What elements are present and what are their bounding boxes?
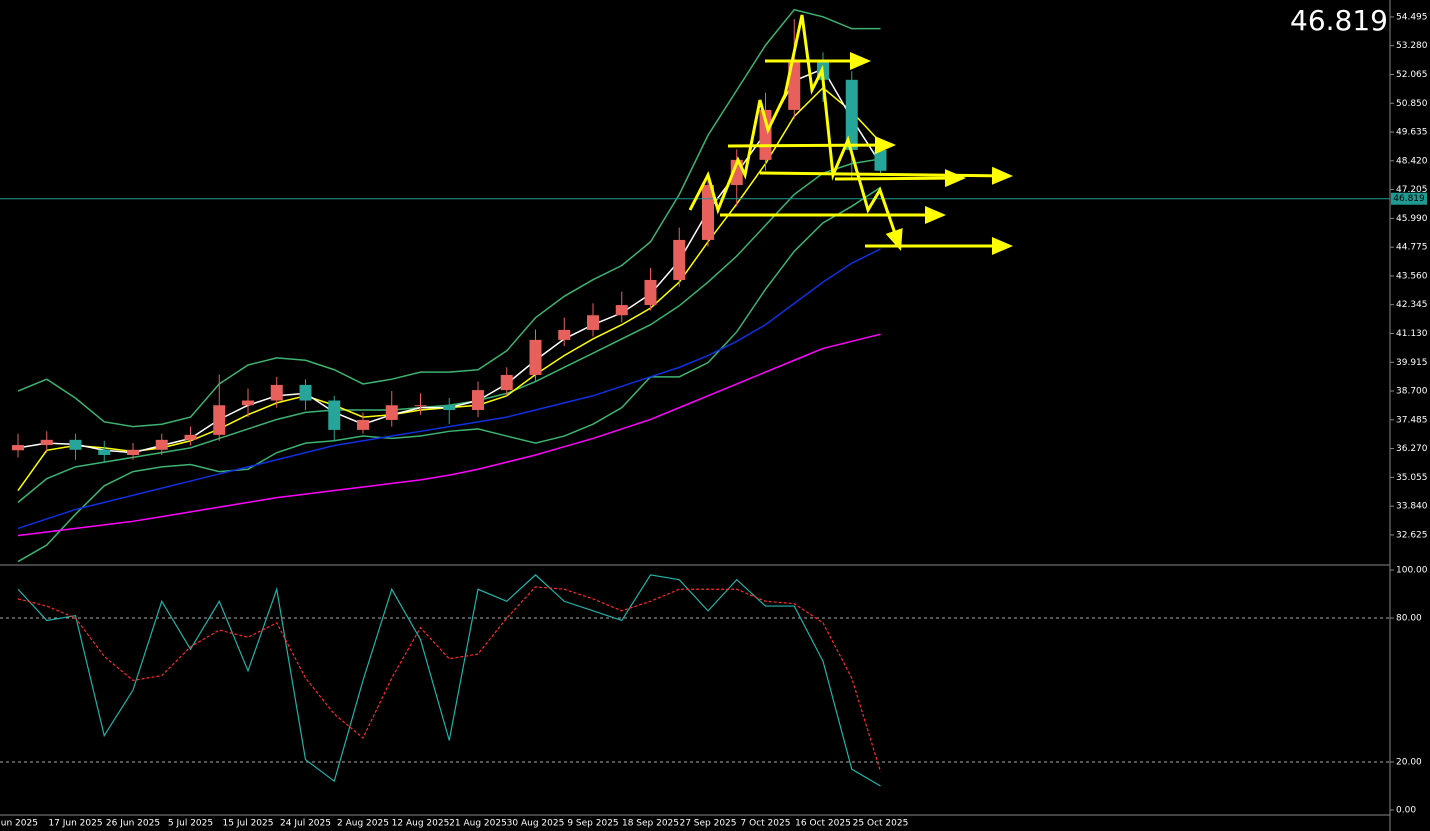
x-tick-label: 27 Sep 2025: [679, 819, 736, 829]
y-tick-label: 33.840: [1396, 502, 1428, 512]
y-tick-label: 38.700: [1396, 387, 1428, 397]
y-tick-label: 43.560: [1396, 271, 1428, 281]
candle-body: [357, 419, 369, 430]
x-tick-label: 25 Oct 2025: [853, 819, 909, 829]
x-tick-label: 17 Jun 2025: [48, 819, 102, 829]
y-tick-label: 44.775: [1396, 243, 1428, 253]
x-tick-label: 5 Jul 2025: [168, 819, 213, 829]
plot-area: 54.495 53.280 52.065 50.850 49.635 48.420 47.2…: [0, 8, 1428, 829]
candle-body: [98, 449, 111, 455]
x-tick-label: 9 Sep 2025: [567, 819, 618, 829]
candle-body: [500, 374, 513, 391]
candle-body: [845, 79, 858, 150]
candle-body: [69, 439, 82, 450]
candle-body: [242, 400, 254, 406]
y-tick-label: 100.00: [1396, 566, 1428, 576]
candle-body: [328, 400, 341, 430]
y-tick-label: 48.420: [1396, 156, 1428, 166]
y-tick-label: 39.915: [1396, 358, 1428, 368]
arrow: [834, 169, 966, 188]
x-tick-label: 16 Oct 2025: [795, 819, 851, 829]
y-tick-label: 37.485: [1396, 415, 1428, 425]
x-tick-label: 24 Jul 2025: [280, 819, 331, 829]
x-tick-label: 18 Sep 2025: [622, 819, 679, 829]
candle-body: [587, 315, 599, 330]
x-tick-label: 15 Jul 2025: [223, 819, 274, 829]
candle-body: [615, 305, 628, 316]
y-tick-label: 42.345: [1396, 300, 1428, 310]
indicator-line: [17, 333, 881, 537]
indicator-line: [17, 186, 881, 563]
candle-body: [155, 439, 168, 450]
x-tick-label: 7 Oct 2025: [741, 819, 791, 829]
candle-body: [759, 109, 772, 160]
x-tick-label: 2 Aug 2025: [337, 819, 389, 829]
y-tick-label: 36.270: [1396, 444, 1428, 454]
x-tick-label: Jun 2025: [0, 819, 38, 829]
y-tick-label: 41.130: [1396, 329, 1428, 339]
current-price-label: 46.819: [1393, 194, 1425, 204]
indicator-line: [17, 8, 881, 428]
y-tick-label: 80.00: [1396, 614, 1422, 624]
current-price-tag: [1391, 192, 1427, 205]
candle-body: [558, 329, 571, 340]
candle-body: [443, 405, 456, 410]
y-tick-label: 52.065: [1396, 70, 1428, 80]
y-tick-label: 20.00: [1396, 757, 1422, 767]
candle-body: [12, 445, 24, 451]
candle-body: [40, 439, 53, 446]
y-tick-label: 32.625: [1396, 530, 1428, 540]
candle-body: [299, 384, 312, 401]
arrow: [759, 166, 1013, 185]
arrow: [727, 136, 896, 155]
x-tick-label: 30 Aug 2025: [507, 819, 565, 829]
candle-body: [529, 339, 542, 375]
candle-body: [213, 405, 226, 435]
current-price-display: 46.819: [1290, 4, 1388, 37]
y-tick-label: 53.280: [1396, 41, 1428, 51]
candle-body: [673, 239, 686, 280]
candle-body: [127, 449, 139, 455]
y-tick-label: 47.205: [1396, 185, 1428, 195]
annotations: [688, 14, 1013, 255]
zigzag-path: [688, 14, 903, 251]
y-tick-label: 35.055: [1396, 473, 1428, 483]
oscillator-line: [17, 574, 881, 787]
candle-body: [184, 434, 197, 440]
candle-body: [874, 149, 887, 171]
x-tick-label: 21 Aug 2025: [449, 819, 507, 829]
y-tick-label: 49.635: [1396, 128, 1428, 138]
x-tick-label: 26 Jun 2025: [106, 819, 160, 829]
candle-body: [472, 390, 484, 410]
y-tick-label: 50.850: [1396, 99, 1428, 109]
x-tick-label: 12 Aug 2025: [392, 819, 450, 829]
y-tick-label: 45.990: [1396, 214, 1428, 224]
y-tick-label: 54.495: [1396, 12, 1428, 22]
candle-body: [644, 279, 657, 306]
candle-body: [385, 405, 398, 420]
candle-body: [414, 405, 427, 407]
oscillator-line: [17, 586, 882, 772]
candle-body: [270, 384, 283, 401]
indicator-line: [17, 248, 881, 530]
y-tick-label: 0.00: [1396, 805, 1416, 815]
